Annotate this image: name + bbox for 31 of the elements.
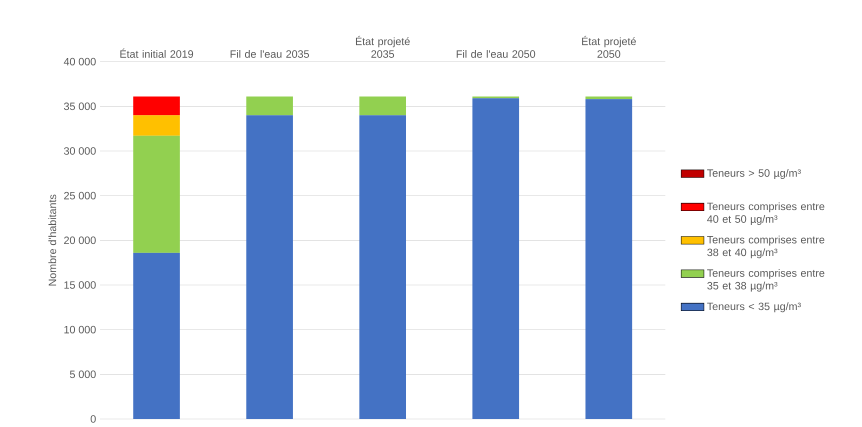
- y-tick-label: 35 000: [64, 102, 96, 110]
- bar: [246, 96, 293, 116]
- legend-label: Teneurs comprises entre 35 et 38 µg/m³: [707, 268, 824, 292]
- legend-label: Teneurs > 50 µg/m³: [707, 168, 801, 179]
- bar: [472, 98, 520, 419]
- y-tick-label: 30 000: [64, 147, 96, 155]
- y-tick-label: 20 000: [64, 236, 96, 244]
- y-tick-label: 5 000: [70, 370, 96, 378]
- bar: [359, 96, 406, 116]
- x-tick-label: Fil de l'eau 2035: [230, 50, 309, 58]
- y-axis-title: Nombre d'habitants: [48, 194, 56, 286]
- bar: [133, 252, 180, 419]
- y-tick-label: 10 000: [64, 326, 96, 334]
- y-tick-label: 25 000: [64, 192, 96, 200]
- bar: [133, 115, 180, 136]
- bar: [133, 136, 180, 253]
- y-tick-label: 40 000: [64, 58, 96, 66]
- bar: [585, 99, 632, 419]
- legend-label: Teneurs comprises entre 38 et 40 µg/m³: [707, 236, 824, 258]
- legend-label: Teneurs < 35 µg/m³: [707, 302, 801, 312]
- bar: [246, 115, 293, 419]
- y-tick-label: 0: [90, 415, 96, 423]
- bar: [133, 96, 180, 116]
- x-tick-label: État projeté 2035: [356, 36, 410, 58]
- x-tick-label: État projeté 2050: [582, 36, 636, 58]
- y-tick-label: 15 000: [64, 281, 96, 289]
- bar: [585, 96, 632, 100]
- x-tick-label: Fil de l'eau 2050: [456, 50, 536, 58]
- bar: [359, 115, 406, 419]
- legend-label: Teneurs comprises entre 40 et 50 µg/m³: [707, 202, 824, 225]
- x-tick-label: État initial 2019: [120, 48, 194, 58]
